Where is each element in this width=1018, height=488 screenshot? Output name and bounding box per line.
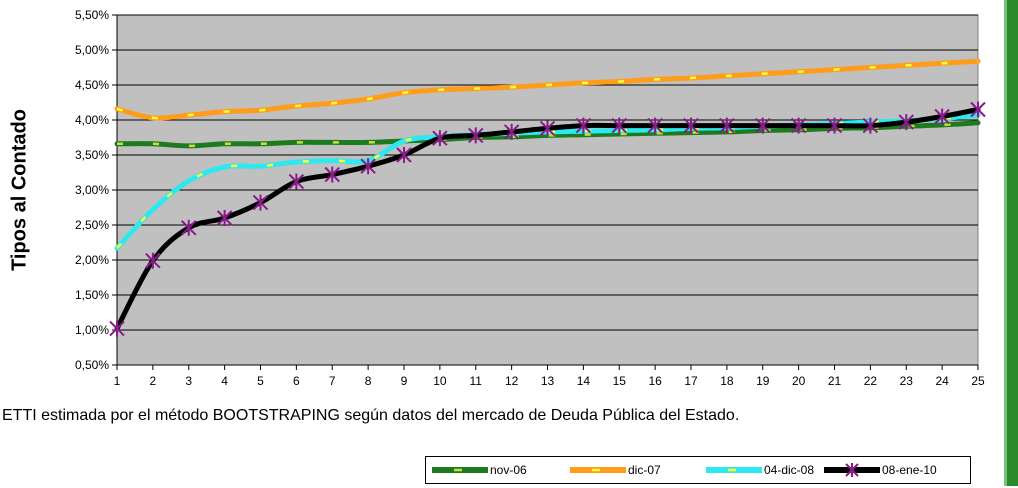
x-tick-label: 17 xyxy=(684,374,698,388)
data-point-08-ene-10 xyxy=(324,166,340,183)
y-tick-label: 1,50% xyxy=(75,288,109,302)
y-tick-label: 4,50% xyxy=(75,78,109,92)
legend-item-dic-07: dic-07 xyxy=(570,463,661,477)
data-point-08-ene-10 xyxy=(934,108,950,125)
data-point-08-ene-10 xyxy=(719,117,735,134)
right-border-bar xyxy=(1004,0,1018,486)
data-point-08-ene-10 xyxy=(647,117,663,134)
x-tick-label: 23 xyxy=(900,374,914,388)
data-point-08-ene-10 xyxy=(970,101,986,118)
legend-label: 08-ene-10 xyxy=(882,463,937,477)
x-tick-label: 9 xyxy=(401,374,408,388)
x-tick-label: 22 xyxy=(864,374,878,388)
series-dash-dic-07 xyxy=(116,59,979,120)
legend-items: nov-06 dic-07 04-dic-08 08-ene-10 xyxy=(432,463,937,477)
data-point-08-ene-10 xyxy=(611,117,627,134)
x-tick-label: 19 xyxy=(756,374,770,388)
data-point-08-ene-10 xyxy=(468,127,484,144)
data-point-08-ene-10 xyxy=(683,117,699,134)
data-point-08-ene-10 xyxy=(360,158,376,175)
y-tick-label: 3,50% xyxy=(75,148,109,162)
data-point-08-ene-10 xyxy=(503,123,520,140)
x-tick-label: 21 xyxy=(828,374,842,388)
y-tick-label: 2,50% xyxy=(75,218,109,232)
legend-label: nov-06 xyxy=(490,463,527,477)
x-tick-label: 25 xyxy=(971,374,985,388)
data-point-08-ene-10 xyxy=(898,114,914,131)
legend: nov-06 dic-07 04-dic-08 08-ene-10 xyxy=(425,456,971,484)
x-tick-label: 6 xyxy=(293,374,300,388)
x-tick-label: 2 xyxy=(150,374,157,388)
y-axis-label: Tipos al Contado xyxy=(8,109,31,271)
x-tick-label: 7 xyxy=(329,374,336,388)
data-point-08-ene-10 xyxy=(181,219,197,236)
y-tick-label: 2,00% xyxy=(75,253,109,267)
data-point-08-ene-10 xyxy=(790,117,807,134)
x-tick-label: 18 xyxy=(720,374,734,388)
right-border-highlight xyxy=(1004,0,1007,486)
data-point-08-ene-10 xyxy=(109,320,125,337)
x-tick-label: 14 xyxy=(577,374,591,388)
y-tick-label: 0,50% xyxy=(75,358,109,372)
data-point-08-ene-10 xyxy=(575,117,592,134)
y-tick-label: 5,50% xyxy=(75,8,109,22)
legend-item-08-ene-10: 08-ene-10 xyxy=(824,463,937,477)
data-point-08-ene-10 xyxy=(862,117,879,134)
legend-label: 04-dic-08 xyxy=(764,463,814,477)
y-tick-label: 1,00% xyxy=(75,323,109,337)
x-tick-label: 15 xyxy=(613,374,627,388)
data-point-08-ene-10 xyxy=(826,117,843,134)
x-tick-label: 11 xyxy=(470,374,483,388)
x-tick-label: 5 xyxy=(257,374,264,388)
y-tick-label: 5,00% xyxy=(75,43,109,57)
data-point-08-ene-10 xyxy=(539,120,556,137)
data-point-08-ene-10 xyxy=(755,117,771,134)
x-tick-label: 4 xyxy=(221,374,228,388)
legend-item-nov-06: nov-06 xyxy=(432,463,527,477)
legend-item-04-dic-08: 04-dic-08 xyxy=(706,463,814,477)
y-tick-label: 4,00% xyxy=(75,113,109,127)
x-tick-label: 8 xyxy=(365,374,372,388)
x-tick-label: 24 xyxy=(935,374,949,388)
x-tick-label: 3 xyxy=(185,374,192,388)
legend-label: dic-07 xyxy=(628,463,661,477)
data-point-08-ene-10 xyxy=(288,173,305,190)
x-tick-label: 20 xyxy=(792,374,806,388)
y-tick-label: 3,00% xyxy=(75,183,109,197)
data-point-08-ene-10 xyxy=(432,130,448,147)
x-tick-label: 12 xyxy=(505,374,519,388)
x-tick-label: 16 xyxy=(648,374,662,388)
chart-caption: ETTI estimada por el método BOOTSTRAPING… xyxy=(2,407,740,424)
data-point-08-ene-10 xyxy=(216,210,233,226)
data-point-08-ene-10 xyxy=(145,252,161,269)
x-tick-label: 10 xyxy=(433,374,447,388)
x-tick-label: 13 xyxy=(541,374,555,388)
data-point-08-ene-10 xyxy=(252,194,269,211)
data-point-08-ene-10 xyxy=(396,147,412,163)
x-tick-label: 1 xyxy=(114,374,121,388)
